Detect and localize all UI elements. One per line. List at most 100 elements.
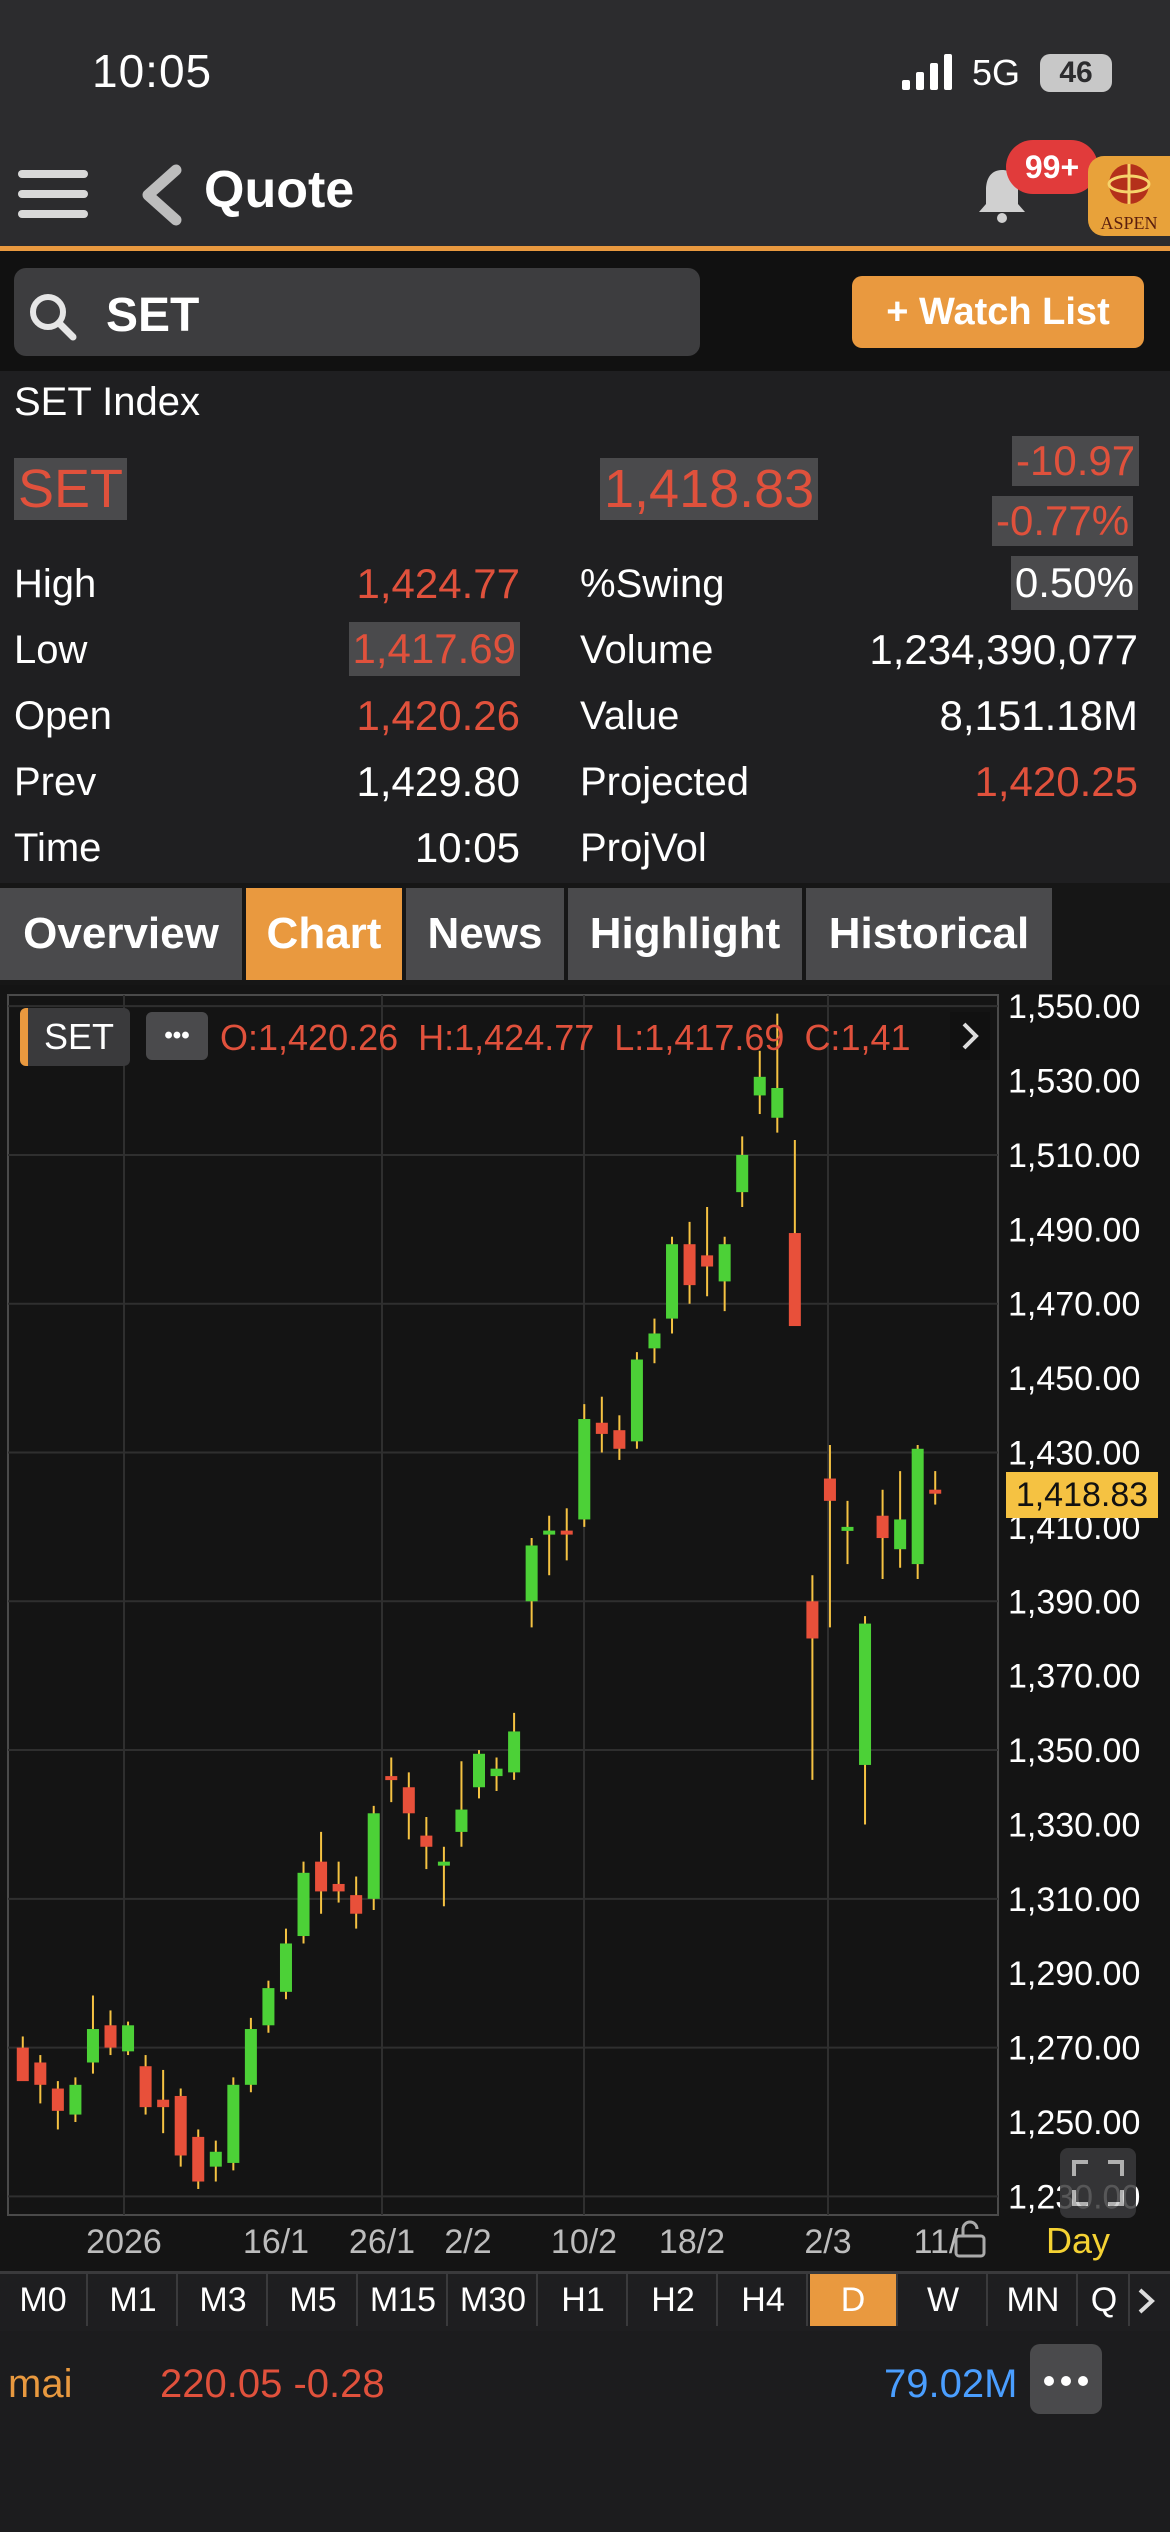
timeframe-mn[interactable]: MN [990, 2274, 1078, 2326]
y-tick-label: 1,510.00 [1008, 1137, 1140, 1175]
candle-body [51, 2088, 64, 2111]
x-tick-label: 2/3 [804, 2223, 851, 2261]
y-tick-label: 1,490.00 [1008, 1211, 1140, 1249]
candle-body [806, 1601, 819, 1639]
globe-icon [1107, 164, 1151, 204]
timeframe-m15[interactable]: M15 [360, 2274, 448, 2326]
candle-body [911, 1448, 924, 1565]
aspen-logo[interactable]: ASPEN [1088, 156, 1170, 236]
chart-more-button[interactable]: ••• [146, 1012, 208, 1060]
lock-icon[interactable] [952, 2218, 988, 2258]
candle-body [69, 2084, 82, 2115]
symbol-label: SET [14, 458, 128, 520]
candle-body [473, 1753, 485, 1788]
search-input[interactable] [14, 268, 700, 356]
y-axis: 1,550.00 1,530.00 1,510.00 1,490.00 1,470.00… [1008, 988, 1140, 2216]
search-value[interactable]: SET [106, 289, 200, 342]
chevron-right-icon [962, 1022, 979, 1050]
candle-body [385, 1776, 398, 1781]
candle-body [543, 1530, 556, 1535]
candle-body [139, 2066, 152, 2108]
candle-body [227, 2084, 240, 2163]
chevron-right-icon[interactable] [1130, 2284, 1164, 2318]
y-tick-label: 1,430.00 [1008, 1435, 1140, 1473]
x-tick-label: 18/2 [659, 2223, 725, 2261]
ticker-name[interactable]: mai [8, 2362, 73, 2406]
chart-symbol-chip[interactable]: SET [20, 1008, 130, 1066]
x-tick-label: 2/2 [444, 2223, 491, 2261]
network-label: 5G [972, 52, 1021, 93]
candle-body [490, 1768, 503, 1777]
tab-chart[interactable]: Chart [246, 888, 402, 980]
y-tick-label: 1,370.00 [1008, 1658, 1140, 1696]
chart-grid [7, 994, 999, 2216]
timeframe-h1[interactable]: H1 [540, 2274, 628, 2326]
quote-panel [0, 371, 1170, 883]
timeframe-m5[interactable]: M5 [270, 2274, 358, 2326]
low-value: 1,417.69 [348, 622, 520, 676]
value-amount: 8,151.18M [939, 692, 1138, 739]
candle-body [420, 1835, 433, 1847]
notification-badge: 99+ [1006, 140, 1098, 194]
status-bar [0, 0, 1170, 140]
bottom-ticker-panel [0, 2331, 1170, 2532]
candle-body [86, 2029, 99, 2063]
candle-body [157, 2099, 170, 2108]
tab-historical[interactable]: Historical [806, 888, 1052, 980]
high-label: High [14, 562, 97, 606]
low-label: Low [14, 628, 88, 672]
candle-body [595, 1422, 608, 1434]
candle-body [16, 2047, 29, 2082]
menu-icon[interactable] [18, 164, 90, 224]
y-tick-label: 1,390.00 [1008, 1583, 1140, 1621]
candle-body [104, 2025, 117, 2048]
open-label: Open [14, 694, 112, 738]
candle-body [122, 2025, 135, 2052]
candle-body [192, 2136, 205, 2182]
candle-body [753, 1076, 766, 1096]
projected-label: Projected [580, 760, 749, 804]
candle-body [578, 1419, 591, 1520]
timeframe-m3[interactable]: M3 [180, 2274, 268, 2326]
timeframe-m0[interactable]: M0 [0, 2274, 88, 2326]
candle-body [402, 1787, 415, 1814]
candle-body [367, 1813, 380, 1899]
candle-body [841, 1526, 854, 1531]
y-tick-label: 1,330.00 [1008, 1806, 1140, 1844]
ticker-value: 220.05 -0.28 [160, 2362, 385, 2406]
candle-body [894, 1519, 907, 1550]
timeframe-m30[interactable]: M30 [450, 2274, 538, 2326]
timeframe-h2[interactable]: H2 [630, 2274, 718, 2326]
logo-text: ASPEN [1100, 213, 1158, 233]
candle-body [315, 1861, 328, 1892]
change-value: -10.97 [1012, 436, 1140, 486]
timeframe-m1[interactable]: M1 [90, 2274, 178, 2326]
value-label: Value [580, 694, 680, 738]
timeframe-h4[interactable]: H4 [720, 2274, 808, 2326]
watch-list-button[interactable]: + Watch List [852, 276, 1144, 348]
tab-highlight[interactable]: Highlight [568, 888, 802, 980]
change-percent: -0.77% [992, 496, 1134, 546]
candle-body [666, 1244, 679, 1319]
y-tick-label: 1,350.00 [1008, 1732, 1140, 1770]
timeframe-w[interactable]: W [900, 2274, 988, 2326]
x-tick-label: 16/1 [243, 2223, 309, 2261]
candle-body [455, 1809, 468, 1832]
tab-overview[interactable]: Overview [0, 888, 242, 980]
legend-scroll-right[interactable] [950, 1012, 990, 1060]
candlestick-chart[interactable]: 1,550.00 1,530.00 1,510.00 1,490.00 1,470.00… [0, 985, 1170, 2271]
search-icon [30, 294, 77, 341]
y-tick-label: 1,310.00 [1008, 1881, 1140, 1919]
fullscreen-button[interactable] [1060, 2148, 1136, 2218]
status-time: 10:05 [92, 45, 213, 97]
candle-body [332, 1883, 345, 1892]
tab-news[interactable]: News [406, 888, 564, 980]
back-chevron-icon[interactable] [138, 164, 184, 226]
candle-body [525, 1545, 538, 1602]
candle-body [209, 2151, 222, 2167]
candle-body [244, 2029, 257, 2085]
more-button[interactable] [1030, 2344, 1102, 2414]
timeframe-q[interactable]: Q [1080, 2274, 1130, 2326]
battery-icon: 46 [1040, 54, 1112, 92]
timeframe-d[interactable]: D [810, 2274, 898, 2326]
